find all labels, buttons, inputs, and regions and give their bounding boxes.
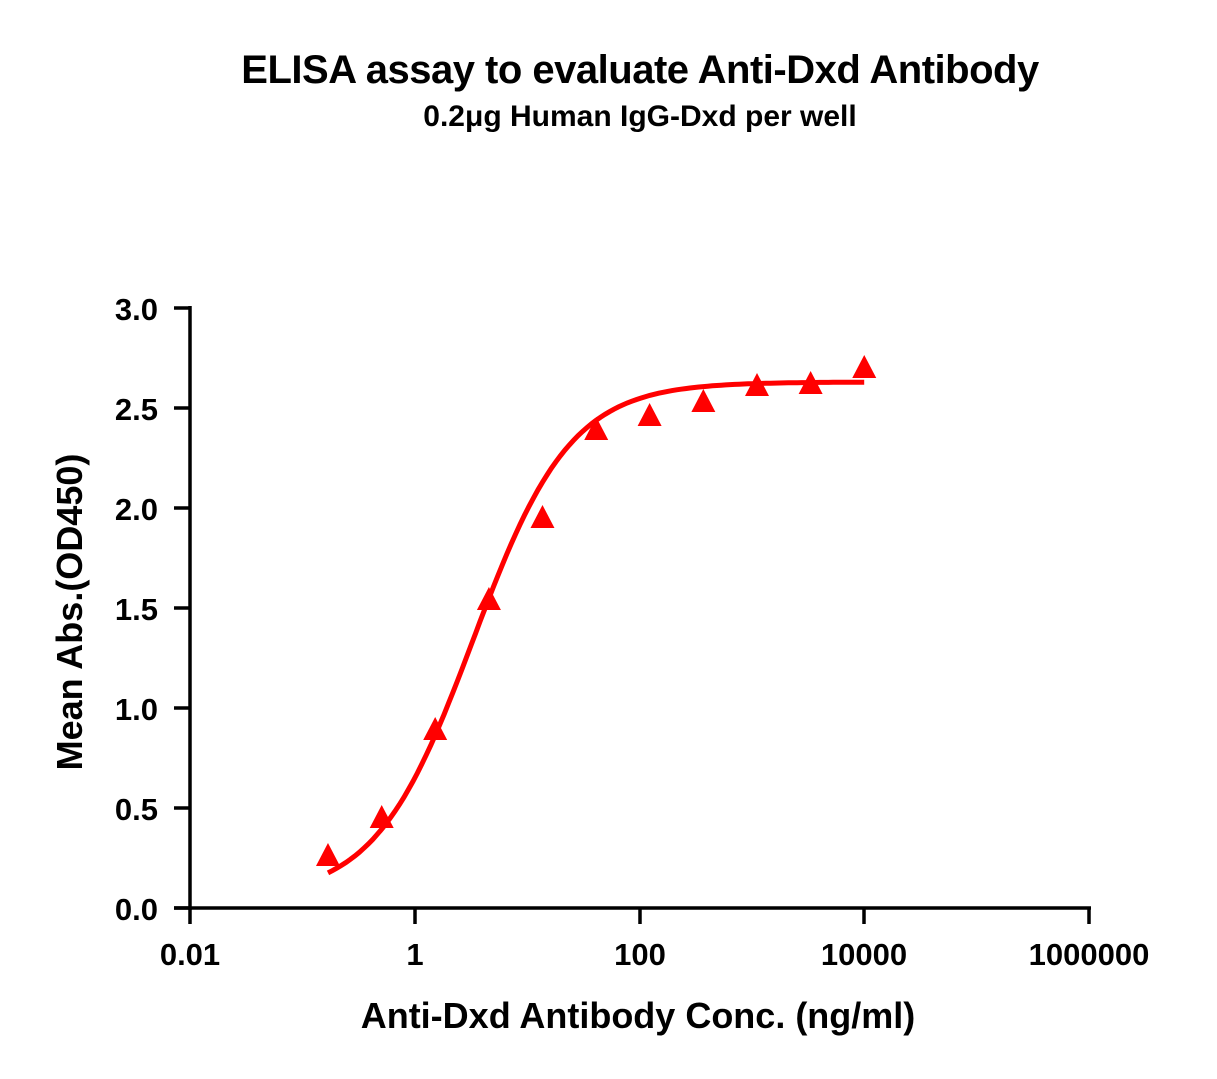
y-tick-label: 2.0 (115, 492, 158, 527)
x-tick-label: 0.01 (160, 937, 220, 972)
x-tick-label: 10000 (821, 937, 907, 972)
data-point-triangle (798, 371, 823, 394)
data-point-triangle (476, 587, 501, 610)
data-point-triangle (530, 505, 555, 528)
y-tick-labels: 3.0 2.5 2.0 1.5 1.0 0.5 0.0 (115, 292, 158, 927)
y-tick-label: 1.5 (115, 592, 158, 627)
data-point-triangle (637, 403, 662, 426)
y-tick-label: 3.0 (115, 292, 158, 327)
data-point-triangle (584, 417, 609, 440)
chart-title: ELISA assay to evaluate Anti-Dxd Antibod… (241, 48, 1039, 92)
y-axis-label: Mean Abs.(OD450) (49, 454, 90, 771)
chart-subtitle: 0.2μg Human IgG-Dxd per well (423, 100, 857, 133)
x-tick-label: 1 (406, 937, 423, 972)
data-point-triangle (745, 373, 770, 396)
x-tick-labels: 0.01 1 100 10000 1000000 (160, 937, 1150, 972)
y-axis (174, 306, 192, 910)
x-tick-label: 1000000 (1029, 937, 1150, 972)
y-tick-label: 0.0 (115, 892, 158, 927)
x-axis-label: Anti-Dxd Antibody Conc. (ng/ml) (361, 995, 916, 1036)
fit-curve (326, 379, 865, 876)
data-point-triangle (691, 389, 716, 412)
y-tick-label: 0.5 (115, 792, 158, 827)
data-point-triangle (852, 355, 877, 378)
plot-area (315, 355, 877, 876)
data-point-triangle (369, 805, 394, 828)
y-tick-label: 2.5 (115, 392, 158, 427)
y-tick-label: 1.0 (115, 692, 158, 727)
data-point-triangle (315, 843, 340, 866)
x-tick-label: 100 (614, 937, 666, 972)
x-axis (174, 906, 1091, 924)
data-point-triangle (423, 717, 448, 740)
